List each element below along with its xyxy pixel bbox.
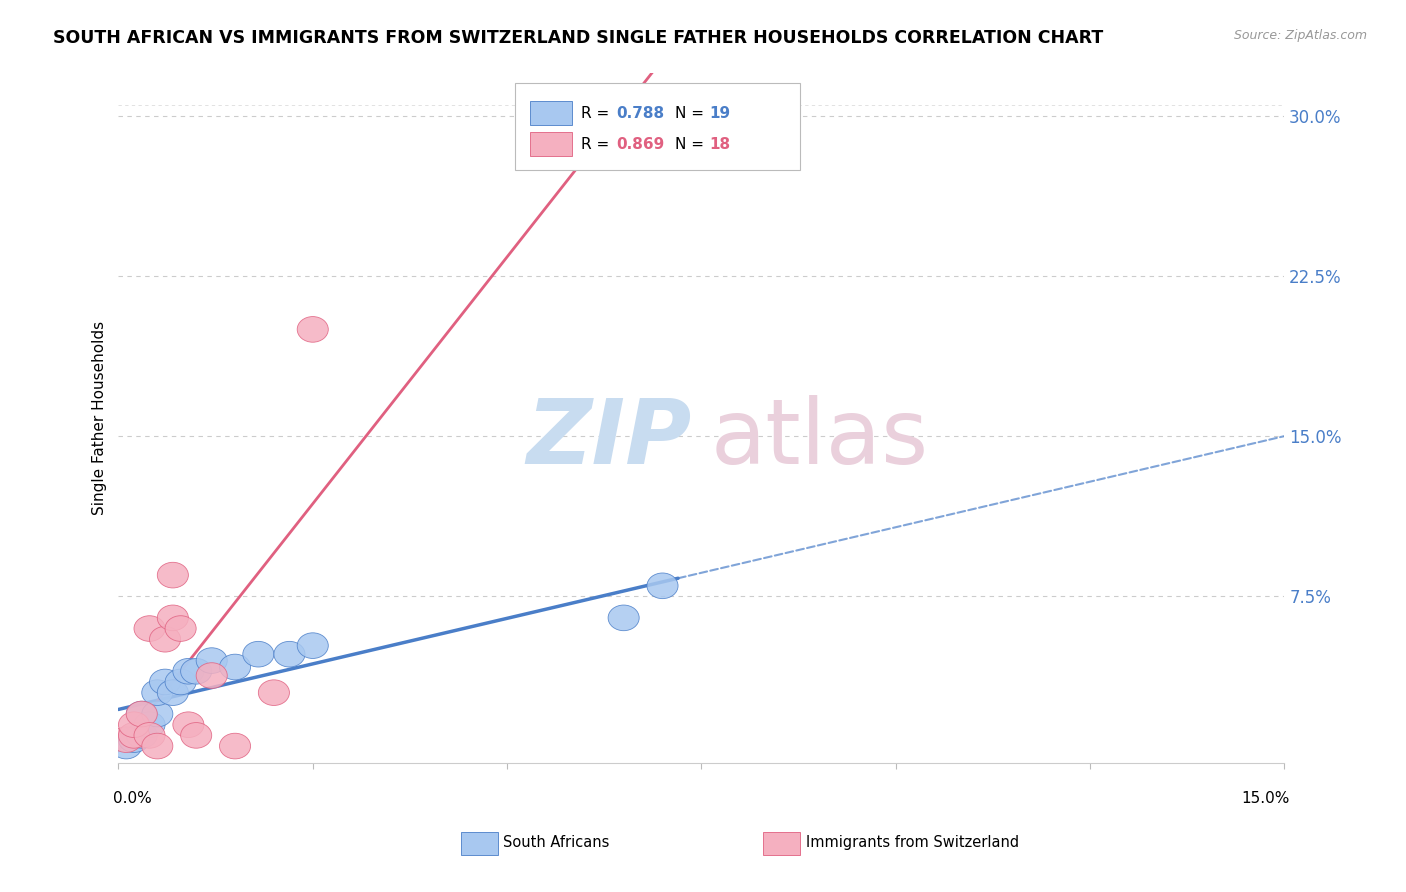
Ellipse shape bbox=[180, 658, 212, 684]
Ellipse shape bbox=[134, 712, 165, 738]
Ellipse shape bbox=[609, 605, 640, 631]
Ellipse shape bbox=[134, 723, 165, 748]
Text: ZIP: ZIP bbox=[527, 395, 692, 483]
Text: Source: ZipAtlas.com: Source: ZipAtlas.com bbox=[1233, 29, 1367, 42]
FancyBboxPatch shape bbox=[515, 83, 800, 169]
Ellipse shape bbox=[111, 727, 142, 753]
Ellipse shape bbox=[297, 632, 328, 658]
Ellipse shape bbox=[165, 615, 197, 641]
Text: 0.0%: 0.0% bbox=[112, 791, 152, 805]
Ellipse shape bbox=[142, 701, 173, 727]
Ellipse shape bbox=[274, 641, 305, 667]
Text: 0.788: 0.788 bbox=[616, 105, 665, 120]
FancyBboxPatch shape bbox=[530, 132, 572, 156]
Text: 18: 18 bbox=[710, 136, 731, 152]
Ellipse shape bbox=[157, 680, 188, 706]
Ellipse shape bbox=[569, 135, 600, 161]
Ellipse shape bbox=[118, 723, 149, 748]
Ellipse shape bbox=[180, 723, 212, 748]
Ellipse shape bbox=[165, 669, 197, 695]
Ellipse shape bbox=[157, 562, 188, 588]
Text: N =: N = bbox=[675, 136, 709, 152]
Ellipse shape bbox=[142, 680, 173, 706]
Ellipse shape bbox=[259, 680, 290, 706]
Text: SOUTH AFRICAN VS IMMIGRANTS FROM SWITZERLAND SINGLE FATHER HOUSEHOLDS CORRELATIO: SOUTH AFRICAN VS IMMIGRANTS FROM SWITZER… bbox=[53, 29, 1104, 46]
Ellipse shape bbox=[197, 663, 228, 689]
Text: Immigrants from Switzerland: Immigrants from Switzerland bbox=[806, 836, 1019, 850]
Ellipse shape bbox=[127, 701, 157, 727]
Ellipse shape bbox=[173, 712, 204, 738]
Text: 15.0%: 15.0% bbox=[1241, 791, 1291, 805]
Y-axis label: Single Father Households: Single Father Households bbox=[93, 321, 107, 516]
Ellipse shape bbox=[134, 615, 165, 641]
Text: N =: N = bbox=[675, 105, 709, 120]
Text: 19: 19 bbox=[710, 105, 731, 120]
Ellipse shape bbox=[647, 573, 678, 599]
Text: R =: R = bbox=[581, 105, 614, 120]
Ellipse shape bbox=[118, 712, 149, 738]
Ellipse shape bbox=[111, 733, 142, 759]
Ellipse shape bbox=[173, 658, 204, 684]
Text: R =: R = bbox=[581, 136, 614, 152]
Ellipse shape bbox=[127, 723, 157, 748]
Text: South Africans: South Africans bbox=[503, 836, 610, 850]
Ellipse shape bbox=[149, 669, 180, 695]
Ellipse shape bbox=[219, 654, 250, 680]
Ellipse shape bbox=[149, 626, 180, 652]
Ellipse shape bbox=[157, 605, 188, 631]
Text: atlas: atlas bbox=[710, 395, 929, 483]
Ellipse shape bbox=[142, 733, 173, 759]
Text: 0.869: 0.869 bbox=[616, 136, 665, 152]
Ellipse shape bbox=[127, 701, 157, 727]
Ellipse shape bbox=[118, 727, 149, 753]
Ellipse shape bbox=[297, 317, 328, 343]
FancyBboxPatch shape bbox=[530, 102, 572, 125]
Ellipse shape bbox=[219, 733, 250, 759]
Ellipse shape bbox=[197, 648, 228, 673]
Ellipse shape bbox=[243, 641, 274, 667]
